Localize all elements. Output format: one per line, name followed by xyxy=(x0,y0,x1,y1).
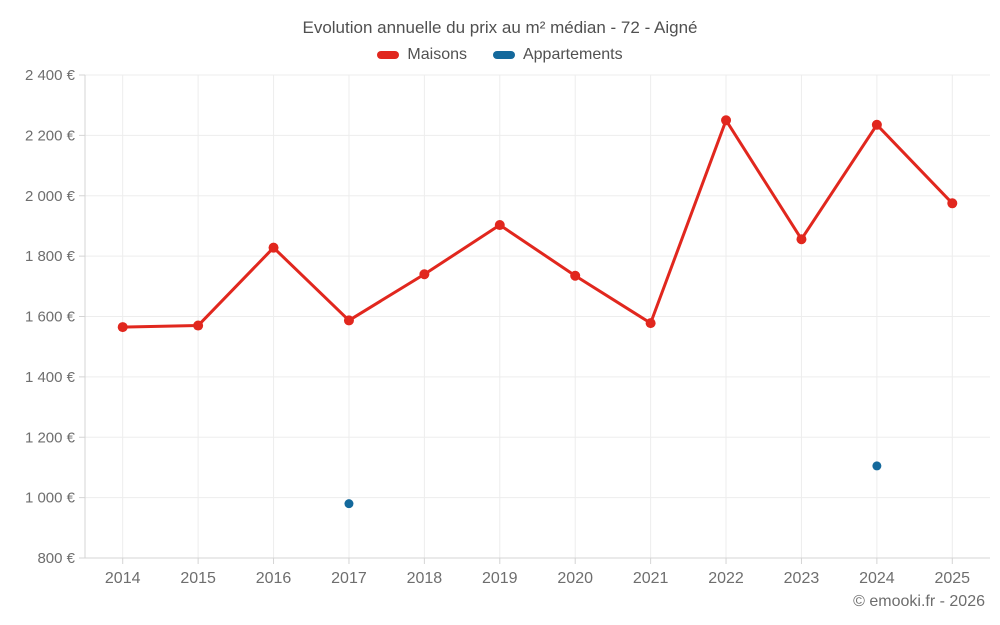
series-maisons xyxy=(117,115,958,333)
chart-title: Evolution annuelle du prix au m² médian … xyxy=(302,18,698,37)
gridlines xyxy=(85,74,990,558)
svg-text:2 200 €: 2 200 € xyxy=(25,127,76,144)
chart-legend: Maisons Appartements xyxy=(0,46,1000,64)
svg-text:2020: 2020 xyxy=(557,570,593,587)
data-point-maisons xyxy=(268,242,279,253)
data-point-maisons xyxy=(570,270,581,281)
data-point-appartements xyxy=(872,461,882,471)
data-point-maisons xyxy=(193,320,204,331)
svg-text:2015: 2015 xyxy=(180,570,216,587)
svg-text:1 600 €: 1 600 € xyxy=(25,309,76,326)
data-point-maisons xyxy=(494,220,505,231)
svg-text:2021: 2021 xyxy=(633,570,669,587)
svg-text:2 400 €: 2 400 € xyxy=(25,67,76,84)
svg-text:2024: 2024 xyxy=(859,570,895,587)
x-axis-ticks: 2014 2015 2016 2017 2018 2019 2020 2021 2022 2023… xyxy=(105,558,970,587)
legend-item-maisons[interactable]: Maisons xyxy=(377,46,467,64)
data-point-maisons xyxy=(117,322,128,333)
appartements-legend-label: Appartements xyxy=(522,46,623,63)
series-appartements xyxy=(344,461,882,509)
appartements-legend-marker-icon xyxy=(492,51,515,59)
svg-text:1 000 €: 1 000 € xyxy=(25,490,76,507)
data-point-maisons xyxy=(343,315,354,326)
svg-text:2018: 2018 xyxy=(407,570,443,587)
svg-text:2016: 2016 xyxy=(256,570,292,587)
data-point-maisons xyxy=(871,119,882,130)
svg-text:800 €: 800 € xyxy=(37,550,75,567)
maisons-legend-marker-icon xyxy=(377,51,400,59)
data-point-maisons xyxy=(947,198,958,209)
svg-text:1 200 €: 1 200 € xyxy=(25,429,76,446)
svg-text:2019: 2019 xyxy=(482,570,518,587)
svg-text:2022: 2022 xyxy=(708,570,744,587)
svg-text:2014: 2014 xyxy=(105,570,141,587)
data-point-maisons xyxy=(721,115,732,126)
svg-text:1 400 €: 1 400 € xyxy=(25,369,76,386)
svg-text:2025: 2025 xyxy=(934,570,970,587)
copyright-text: © emooki.fr - 2026 xyxy=(853,593,985,610)
legend-item-appartements[interactable]: Appartements xyxy=(492,46,623,64)
svg-text:1 800 €: 1 800 € xyxy=(25,248,76,265)
data-point-maisons xyxy=(419,269,430,280)
maisons-legend-label: Maisons xyxy=(407,46,467,63)
svg-text:2023: 2023 xyxy=(784,570,820,587)
y-axis-ticks: 800 € 1 000 € 1 200 € 1 400 € 1 600 € 1 800 €… xyxy=(25,67,85,567)
svg-text:2 000 €: 2 000 € xyxy=(25,188,76,205)
svg-text:2017: 2017 xyxy=(331,570,367,587)
data-point-appartements xyxy=(344,499,354,509)
data-point-maisons xyxy=(645,318,656,329)
data-point-maisons xyxy=(796,234,807,245)
